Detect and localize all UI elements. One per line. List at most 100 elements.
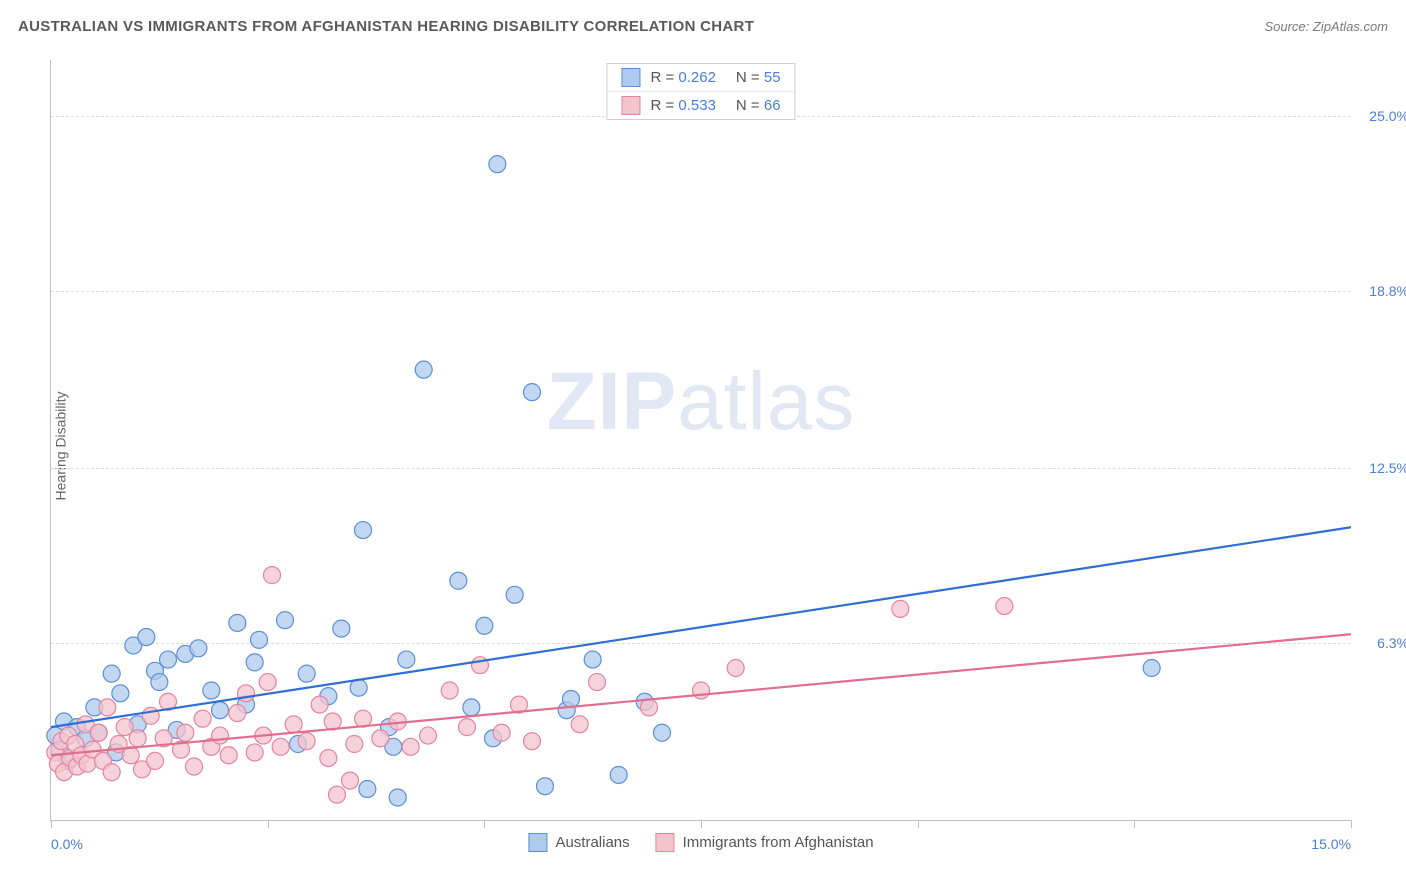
point-aus <box>203 682 220 699</box>
point-aus <box>450 572 467 589</box>
point-afg <box>342 772 359 789</box>
point-afg <box>220 747 237 764</box>
legend-series-item: Australians <box>528 833 629 852</box>
point-aus <box>229 614 246 631</box>
point-afg <box>90 724 107 741</box>
point-afg <box>311 696 328 713</box>
point-afg <box>329 786 346 803</box>
point-afg <box>524 733 541 750</box>
point-afg <box>420 727 437 744</box>
point-afg <box>99 699 116 716</box>
x-axis-max-label: 15.0% <box>1311 836 1351 852</box>
point-afg <box>103 764 120 781</box>
point-aus <box>138 629 155 646</box>
legend-r-label: R = 0.533 <box>650 97 715 114</box>
x-tick <box>51 820 52 828</box>
legend-stats: R = 0.262 N = 55 R = 0.533 N = 66 <box>606 63 795 120</box>
point-aus <box>537 778 554 795</box>
point-afg <box>238 685 255 702</box>
legend-series: Australians Immigrants from Afghanistan <box>528 833 873 852</box>
point-afg <box>402 738 419 755</box>
point-aus <box>246 654 263 671</box>
legend-series-item: Immigrants from Afghanistan <box>656 833 874 852</box>
point-afg <box>996 598 1013 615</box>
x-tick <box>701 820 702 828</box>
point-afg <box>346 736 363 753</box>
point-aus <box>610 766 627 783</box>
point-afg <box>212 727 229 744</box>
y-tick-label: 6.3% <box>1377 635 1406 651</box>
point-aus <box>160 651 177 668</box>
point-afg <box>272 738 289 755</box>
x-tick <box>484 820 485 828</box>
point-aus <box>398 651 415 668</box>
chart-title: AUSTRALIAN VS IMMIGRANTS FROM AFGHANISTA… <box>18 18 754 35</box>
legend-stat-row: R = 0.262 N = 55 <box>607 64 794 91</box>
point-aus <box>103 665 120 682</box>
point-aus <box>506 586 523 603</box>
point-afg <box>298 733 315 750</box>
point-afg <box>177 724 194 741</box>
legend-n-label: N = 55 <box>736 69 781 86</box>
point-afg <box>441 682 458 699</box>
point-afg <box>129 730 146 747</box>
point-afg <box>147 752 164 769</box>
x-tick <box>1134 820 1135 828</box>
y-tick-label: 12.5% <box>1369 460 1406 476</box>
point-aus <box>489 156 506 173</box>
point-afg <box>186 758 203 775</box>
y-tick-label: 18.8% <box>1369 283 1406 299</box>
point-afg <box>493 724 510 741</box>
point-aus <box>654 724 671 741</box>
plot-area: ZIPatlas 6.3%12.5%18.8%25.0% R = 0.262N … <box>50 60 1351 821</box>
point-aus <box>333 620 350 637</box>
x-tick <box>1351 820 1352 828</box>
legend-swatch <box>621 96 640 115</box>
x-tick <box>918 820 919 828</box>
point-afg <box>372 730 389 747</box>
point-aus <box>389 789 406 806</box>
legend-series-label: Australians <box>555 834 629 851</box>
point-afg <box>194 710 211 727</box>
legend-swatch <box>656 833 675 852</box>
scatter-svg <box>51 60 1351 820</box>
point-aus <box>1143 660 1160 677</box>
point-aus <box>563 690 580 707</box>
legend-stat-row: R = 0.533 N = 66 <box>607 91 794 119</box>
point-aus <box>277 612 294 629</box>
legend-n-label: N = 66 <box>736 97 781 114</box>
point-aus <box>359 781 376 798</box>
x-axis-min-label: 0.0% <box>51 836 83 852</box>
point-aus <box>463 699 480 716</box>
point-afg <box>641 699 658 716</box>
x-tick <box>268 820 269 828</box>
legend-swatch <box>528 833 547 852</box>
point-afg <box>571 716 588 733</box>
point-afg <box>892 600 909 617</box>
point-aus <box>298 665 315 682</box>
point-afg <box>259 674 276 691</box>
point-aus <box>212 702 229 719</box>
legend-swatch <box>621 68 640 87</box>
point-afg <box>589 674 606 691</box>
point-afg <box>320 750 337 767</box>
point-aus <box>251 631 268 648</box>
point-aus <box>112 685 129 702</box>
point-aus <box>584 651 601 668</box>
point-afg <box>229 705 246 722</box>
point-aus <box>415 361 432 378</box>
y-tick-label: 25.0% <box>1369 108 1406 124</box>
source-label: Source: ZipAtlas.com <box>1264 19 1388 34</box>
point-afg <box>285 716 302 733</box>
point-aus <box>524 384 541 401</box>
point-aus <box>476 617 493 634</box>
point-afg <box>264 567 281 584</box>
point-aus <box>151 674 168 691</box>
point-aus <box>190 640 207 657</box>
point-afg <box>693 682 710 699</box>
point-aus <box>355 522 372 539</box>
legend-r-label: R = 0.262 <box>650 69 715 86</box>
point-afg <box>459 719 476 736</box>
point-afg <box>246 744 263 761</box>
legend-series-label: Immigrants from Afghanistan <box>683 834 874 851</box>
